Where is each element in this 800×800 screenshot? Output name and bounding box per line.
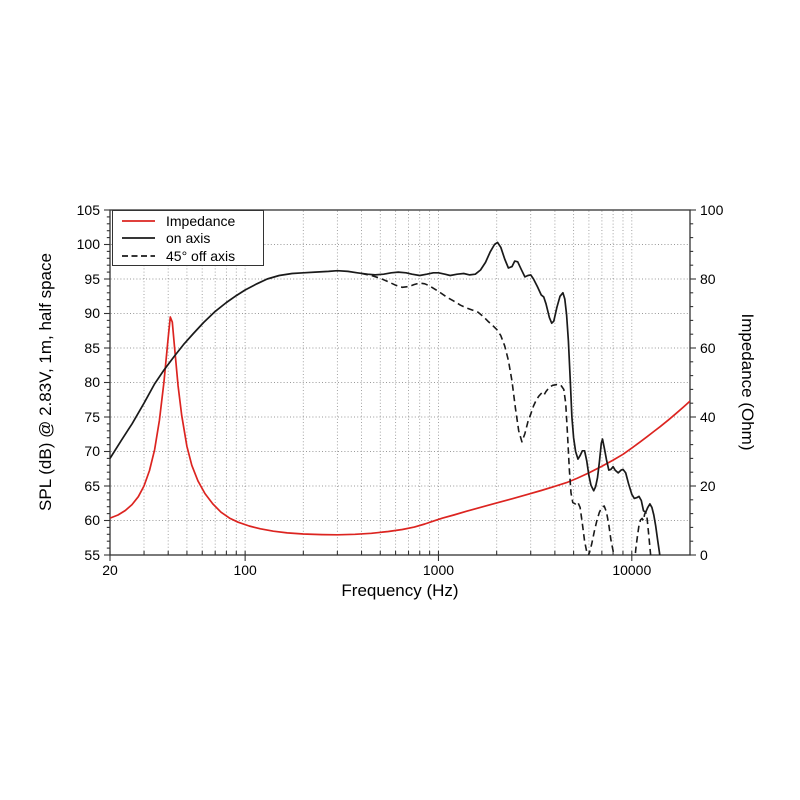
x-axis-title: Frequency (Hz) (341, 581, 459, 600)
series-curves (110, 241, 690, 555)
series-45-off-axis (361, 272, 652, 555)
legend-item-impedance: Impedance (113, 213, 263, 229)
plot-frame (109, 209, 691, 556)
legend-label-impedance: Impedance (166, 212, 236, 229)
impedance-line-swatch (122, 219, 155, 222)
legend-label-45-off-axis: 45° off axis (166, 247, 236, 264)
legend: Impedance on axis 45° off axis (112, 210, 264, 266)
on-axis-line-swatch (122, 237, 155, 239)
y-right-axis-title: Impedance (Ohm) (738, 313, 757, 451)
series-on-axis (110, 241, 661, 555)
legend-item-45-off-axis: 45° off axis (113, 248, 263, 264)
legend-label-on-axis: on axis (166, 230, 211, 246)
off-axis-line-swatch (122, 254, 155, 257)
axis-ticks (104, 209, 696, 561)
y-left-axis-title: SPL (dB) @ 2.83V, 1m, half space (36, 253, 55, 511)
legend-item-on-axis: on axis (113, 230, 263, 246)
series-impedance (110, 316, 690, 536)
